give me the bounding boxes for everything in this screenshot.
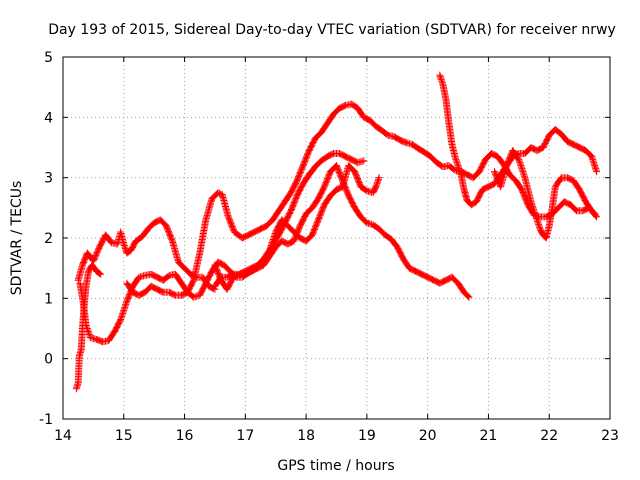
plot-frame [62,56,611,420]
data-point-markers [211,162,383,293]
x-tick-label: 14 [54,428,72,444]
series-arc-2 [76,150,368,346]
y-tick-label: 5 [44,50,53,66]
x-tick-label: 17 [236,428,254,444]
chart-title: Day 193 of 2015, Sidereal Day-to-day VTE… [48,22,616,38]
series-arc-5 [211,162,383,293]
series-arc-3 [123,100,599,299]
x-tick-label: 16 [176,428,194,444]
y-tick-label: 0 [44,352,53,368]
series-arc-8 [72,261,105,393]
data-markers [72,71,601,393]
data-point-markers [76,150,368,346]
x-tick-label: 18 [297,428,315,444]
y-axis-label: SDTVAR / TECUs [9,181,25,296]
data-point-markers [491,147,601,242]
y-tick-label: 2 [44,231,53,247]
x-tick-label: 22 [540,428,558,444]
x-tick-label: 20 [419,428,437,444]
data-point-markers [123,100,599,299]
x-tick-label: 19 [358,428,376,444]
y-tick-label: 3 [44,171,53,187]
x-tick-label: 21 [480,428,498,444]
y-tick-label: -1 [39,412,53,428]
y-tick-label: 4 [44,110,53,126]
y-tick-label: 1 [44,291,53,307]
series-arc-7 [491,147,601,242]
data-point-markers [72,261,105,393]
x-axis-label: GPS time / hours [277,458,394,474]
x-tick-label: 15 [115,428,133,444]
x-tick-label: 23 [601,428,619,444]
